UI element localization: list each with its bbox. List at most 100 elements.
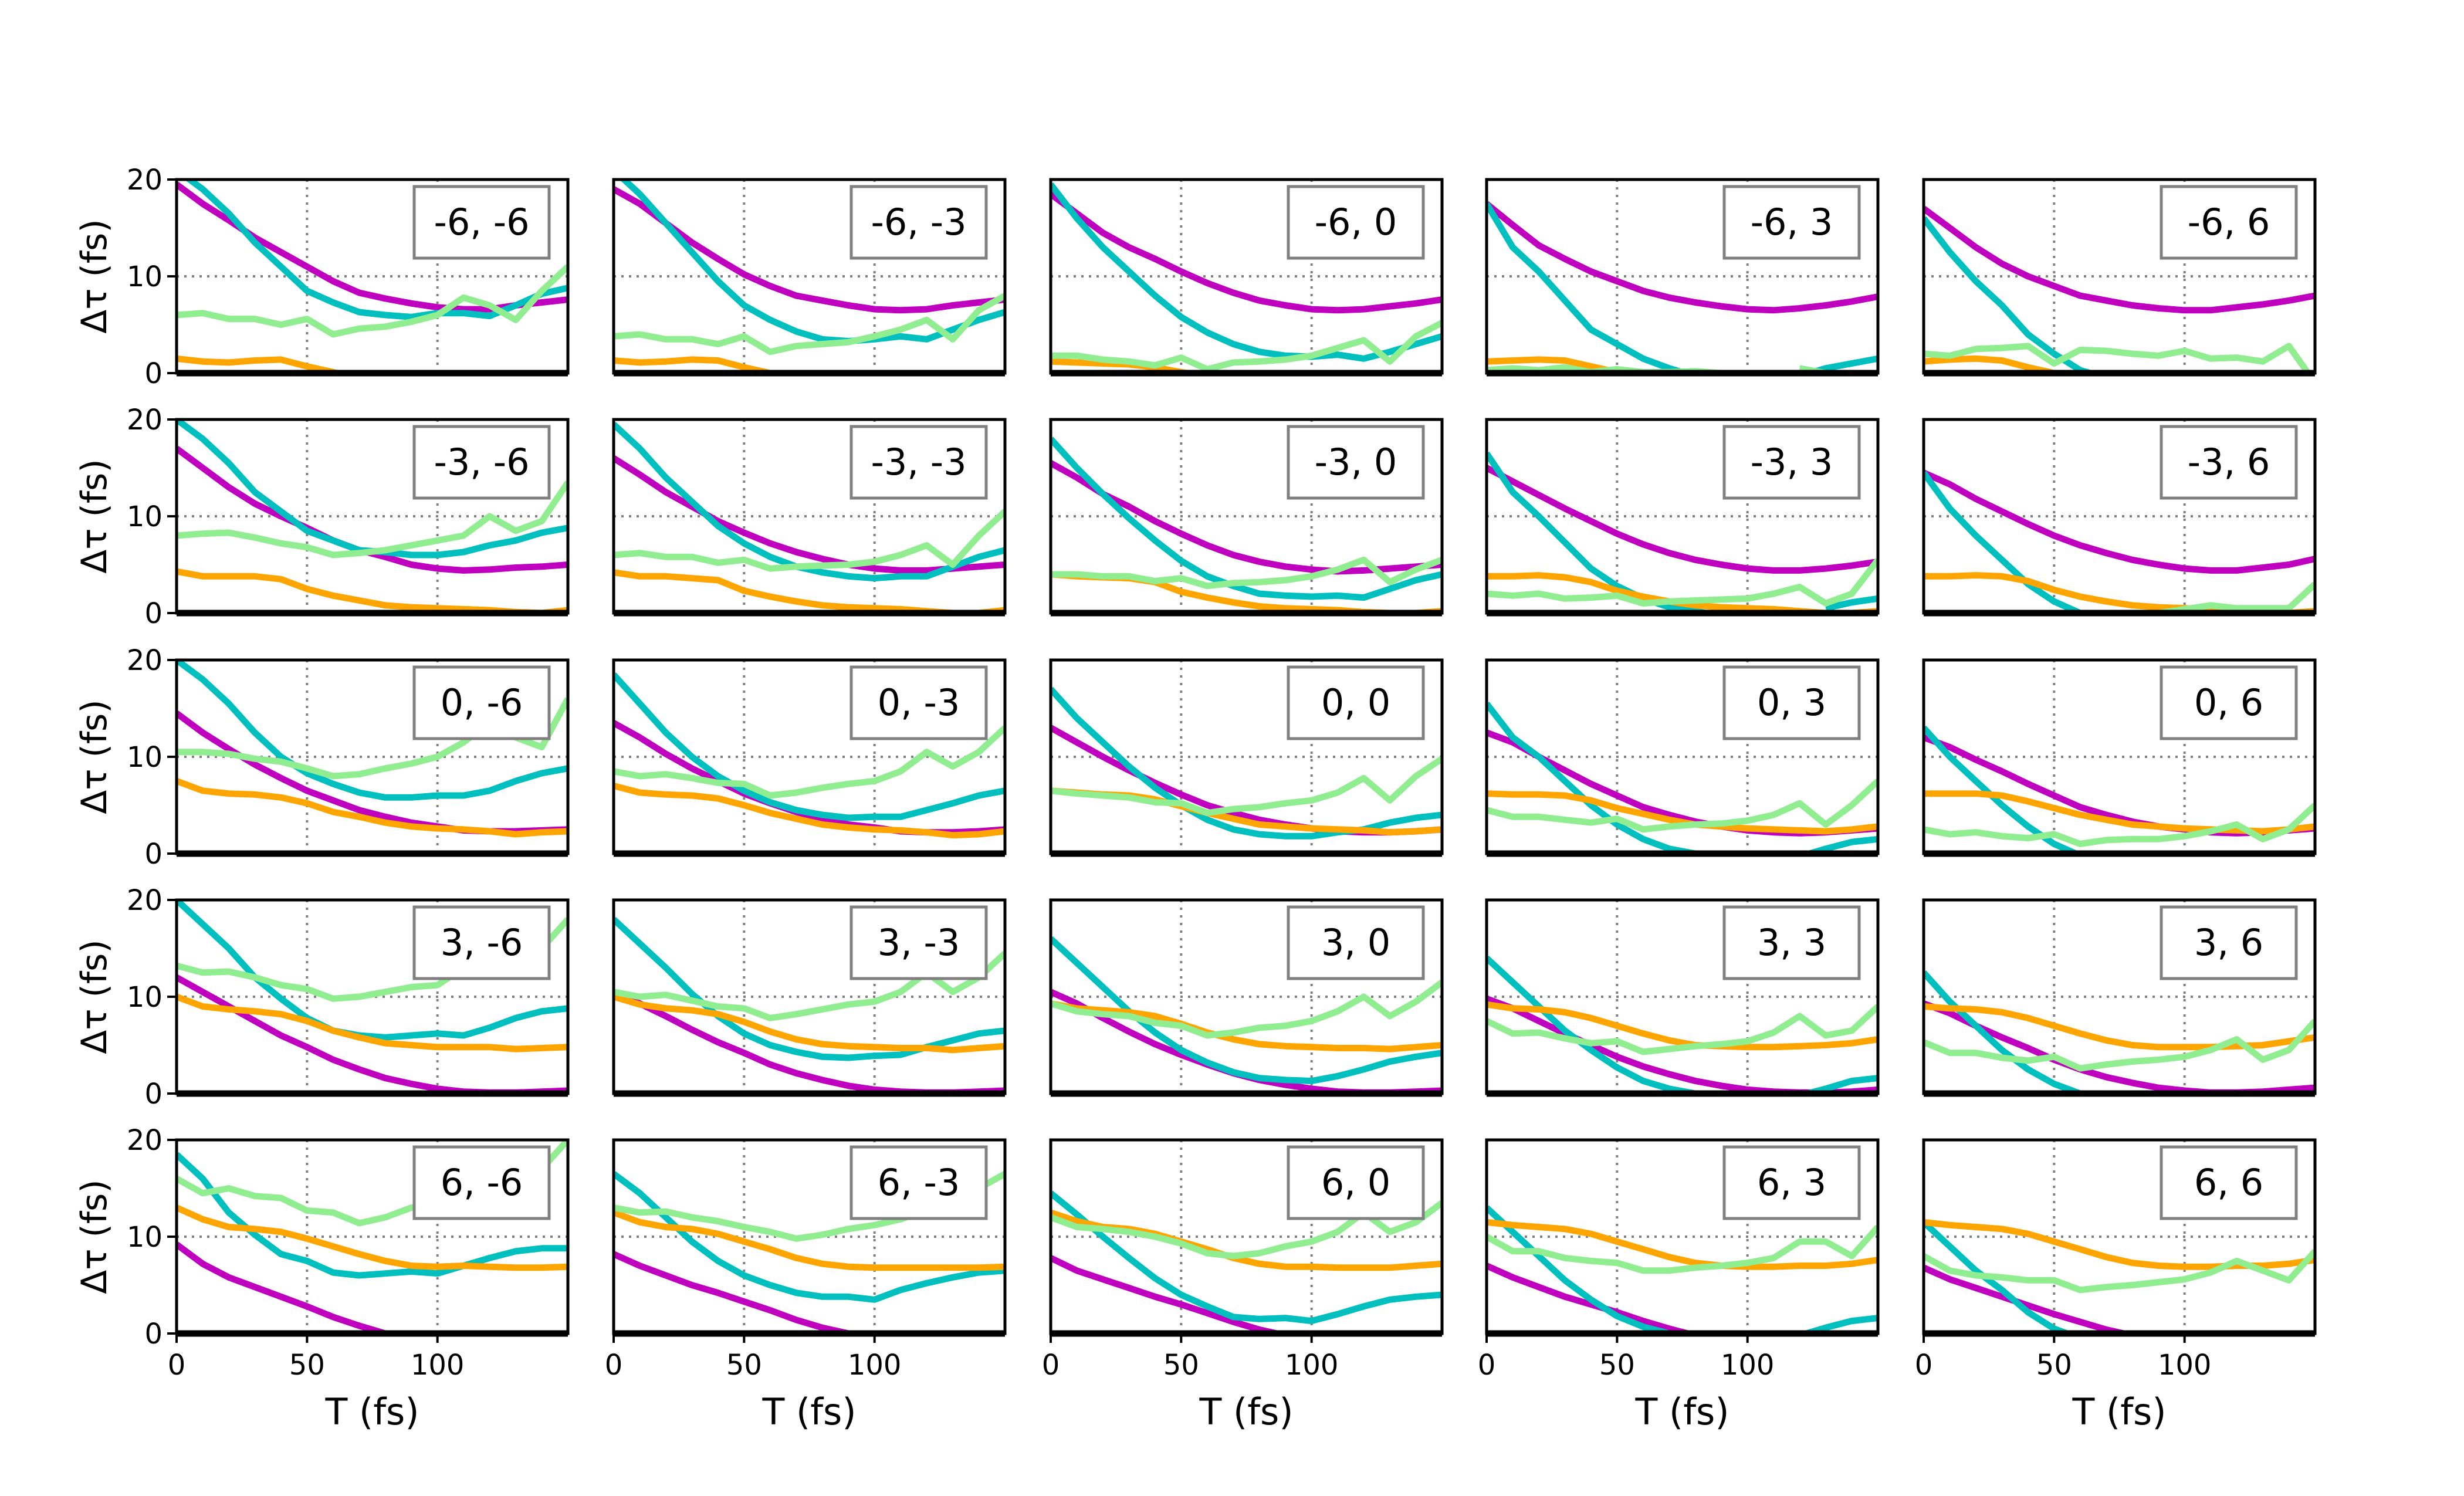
- y-tick-label: 10: [127, 1221, 163, 1254]
- subplot-panel: 0, 3: [1485, 658, 1880, 857]
- series-line-orange: [1924, 355, 2072, 373]
- panel-label-box: [412, 185, 551, 260]
- series-line-cyan: [1051, 436, 1442, 601]
- series-line-cyan: [177, 1152, 568, 1279]
- y-tick-label: 10: [127, 500, 163, 533]
- subplot-panel: 3, 0: [1049, 898, 1444, 1097]
- series-line-green: [1487, 1004, 1878, 1055]
- series-line-green: [1051, 320, 1442, 373]
- series-line-magenta: [1051, 191, 1442, 314]
- y-axis-label: Δτ (fs): [74, 1179, 115, 1294]
- panel-label: 6, 0: [1321, 1161, 1390, 1204]
- subplot-panel: 6, -6 0 10 20 Δτ (fs) 0 50 100 T (fs): [74, 1124, 570, 1433]
- series-line-orange: [614, 993, 1005, 1054]
- series-line-orange: [1487, 790, 1878, 835]
- series-line-magenta: [614, 1251, 867, 1333]
- series-line-cyan: [614, 422, 1005, 582]
- panel-label-box: [1722, 665, 1861, 740]
- x-tick-label: 100: [2158, 1349, 2212, 1382]
- y-tick-label: 10: [127, 260, 163, 293]
- series-line-green: [177, 480, 568, 559]
- subplot-panel: -6, -3: [612, 178, 1007, 377]
- x-tick-label: 50: [1163, 1349, 1199, 1382]
- panel-label-box: [1287, 905, 1425, 980]
- panel-label: 3, -6: [441, 921, 523, 964]
- y-tick-label: 0: [144, 838, 163, 871]
- panel-label-box: [412, 425, 551, 500]
- series-line-cyan: [1487, 451, 1878, 613]
- panel-label-box: [1287, 665, 1425, 740]
- x-axis-label: T (fs): [1634, 1390, 1729, 1433]
- series-line-orange: [177, 568, 568, 613]
- subplot-panel: 6, 6 0 50 100 T (fs): [1915, 1138, 2317, 1433]
- panel-label-box: [2160, 665, 2298, 740]
- x-axis-label: T (fs): [761, 1390, 856, 1433]
- series-line-magenta: [1924, 1264, 2133, 1333]
- series-line-orange: [177, 993, 568, 1052]
- y-tick-label: 10: [127, 741, 163, 774]
- subplot-panel: 6, -3 0 50 100 T (fs): [605, 1138, 1007, 1433]
- y-tick-label: 10: [127, 981, 163, 1014]
- series-line-orange: [1487, 1001, 1878, 1051]
- series-line-green: [1487, 1224, 1878, 1274]
- x-tick-label: 50: [726, 1349, 762, 1382]
- series-line-magenta: [1924, 469, 2315, 574]
- series-line-orange: [1051, 1000, 1442, 1052]
- series-line-green: [614, 509, 1005, 572]
- y-tick-label: 20: [127, 1124, 163, 1157]
- y-axis-label: Δτ (fs): [74, 459, 115, 573]
- subplot-panel: -3, -6 0 10 20 Δτ (fs): [74, 404, 570, 630]
- series-line-cyan: [619, 180, 1005, 344]
- panel-label-box: [849, 1145, 988, 1220]
- panel-label-box: [2160, 1145, 2298, 1220]
- x-axis-label: T (fs): [1199, 1390, 1293, 1433]
- panel-label-box: [1287, 1145, 1425, 1220]
- series-line-green: [1051, 556, 1442, 590]
- series-line-orange: [1924, 1219, 2315, 1270]
- y-tick-label: 0: [144, 597, 163, 630]
- series-line-cyan: [1924, 216, 2101, 373]
- panel-label-box: [412, 1145, 551, 1220]
- y-tick-label: 20: [127, 404, 163, 436]
- series-line-cyan: [177, 900, 568, 1041]
- series-line-magenta: [1051, 725, 1442, 836]
- subplot-panel: 3, 6: [1922, 898, 2317, 1097]
- panel-label: -3, -6: [434, 441, 529, 483]
- series-line-green: [614, 725, 1005, 799]
- series-line-magenta: [1051, 1255, 1287, 1333]
- x-tick-label: 0: [1042, 1349, 1060, 1382]
- x-tick-label: 0: [168, 1349, 186, 1382]
- series-line-orange: [614, 783, 1005, 839]
- x-tick-label: 100: [411, 1349, 465, 1382]
- series-line-green: [1924, 343, 2313, 373]
- panel-label-box: [412, 665, 551, 740]
- panel-label: 3, 3: [1757, 921, 1826, 964]
- panel-label: 0, 0: [1321, 681, 1390, 724]
- panel-label-box: [1722, 185, 1861, 260]
- subplot-panel: 6, 0 0 50 100 T (fs): [1042, 1138, 1444, 1433]
- panel-label: 6, 3: [1757, 1161, 1826, 1204]
- series-line-green: [1924, 1018, 2315, 1072]
- y-axis-label: Δτ (fs): [74, 699, 115, 814]
- series-line-green: [1051, 1200, 1442, 1260]
- y-tick-label: 0: [144, 1318, 163, 1351]
- panel-label: 0, 3: [1757, 681, 1826, 724]
- y-tick-label: 20: [127, 884, 163, 917]
- series-line-green: [1924, 1249, 2315, 1294]
- panel-label: 6, 6: [2194, 1161, 2263, 1204]
- subplot-panel: -3, 3: [1485, 418, 1880, 617]
- series-line-orange: [177, 778, 568, 838]
- subplot-panel: 3, -6 0 10 20 Δτ (fs): [74, 884, 570, 1111]
- panel-label: -3, 6: [2188, 441, 2270, 483]
- subplot-panel: 3, 3: [1485, 898, 1880, 1097]
- panel-label-box: [849, 665, 988, 740]
- series-line-green: [177, 264, 568, 338]
- panel-label: -3, 0: [1315, 441, 1397, 483]
- y-axis-label: Δτ (fs): [74, 939, 115, 1054]
- subplot-panel: -3, 6: [1922, 418, 2317, 617]
- subplot-panel: 6, 3 0 50 100 T (fs): [1478, 1138, 1880, 1433]
- subplot-panel: -3, 0: [1049, 418, 1444, 617]
- panel-label-box: [849, 425, 988, 500]
- panel-label-box: [2160, 905, 2298, 980]
